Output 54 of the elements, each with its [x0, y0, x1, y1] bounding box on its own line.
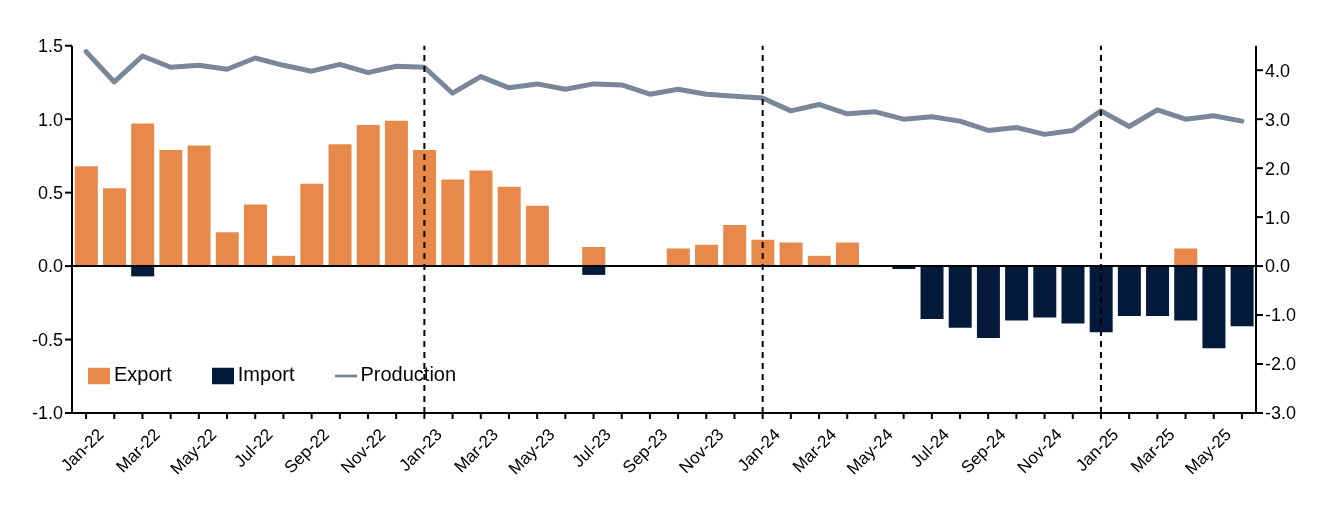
- bar: [328, 144, 352, 267]
- bar: [1089, 266, 1113, 333]
- bar: [1230, 266, 1254, 327]
- bar: [243, 204, 267, 267]
- bar: [469, 170, 493, 267]
- y2-tick-label: 3.0: [1265, 109, 1291, 130]
- y2-tick-label: 0.0: [1265, 256, 1291, 277]
- y2-tick-label: 4.0: [1265, 60, 1291, 81]
- bar: [384, 120, 408, 267]
- y2-tick-label: -1.0: [1265, 305, 1297, 326]
- bar: [976, 266, 1000, 339]
- bar: [131, 123, 155, 267]
- bar: [582, 266, 606, 275]
- bar: [1061, 266, 1085, 324]
- bar: [751, 239, 775, 267]
- bar: [1174, 266, 1198, 321]
- legend-label: Production: [360, 363, 457, 385]
- y-tick-label: 1.0: [37, 109, 63, 130]
- bar: [948, 266, 972, 328]
- bar: [695, 244, 719, 267]
- bar: [1005, 266, 1029, 321]
- bar: [413, 150, 437, 267]
- bar: [1033, 266, 1057, 318]
- bar: [779, 242, 803, 267]
- y-tick-label: -0.5: [31, 329, 63, 350]
- y2-tick-label: -2.0: [1265, 354, 1297, 375]
- bar: [1202, 266, 1226, 349]
- bar: [441, 179, 465, 267]
- bar: [582, 246, 606, 267]
- y-tick-label: 0.5: [37, 183, 63, 204]
- bar: [187, 145, 211, 267]
- bar: [525, 205, 549, 267]
- bar: [920, 266, 944, 319]
- y-tick-label: 0.0: [37, 256, 63, 277]
- bar: [1174, 248, 1198, 267]
- bar: [356, 125, 380, 267]
- bar: [1117, 266, 1141, 317]
- bar: [666, 248, 690, 267]
- bar: [1146, 266, 1170, 317]
- legend-label: Export: [114, 363, 172, 385]
- bar: [215, 232, 239, 267]
- bar: [300, 183, 324, 267]
- y2-tick-label: -3.0: [1265, 403, 1297, 424]
- y-tick-label: -1.0: [31, 403, 63, 424]
- bar: [103, 188, 127, 267]
- y2-tick-label: 1.0: [1265, 207, 1291, 228]
- bar: [723, 224, 747, 267]
- bar: [497, 186, 521, 267]
- bar: [835, 242, 859, 267]
- bar: [74, 166, 98, 267]
- y-tick-label: 1.5: [37, 36, 63, 57]
- y2-tick-label: 2.0: [1265, 158, 1291, 179]
- legend-label: Import: [237, 363, 295, 385]
- bar: [159, 150, 183, 267]
